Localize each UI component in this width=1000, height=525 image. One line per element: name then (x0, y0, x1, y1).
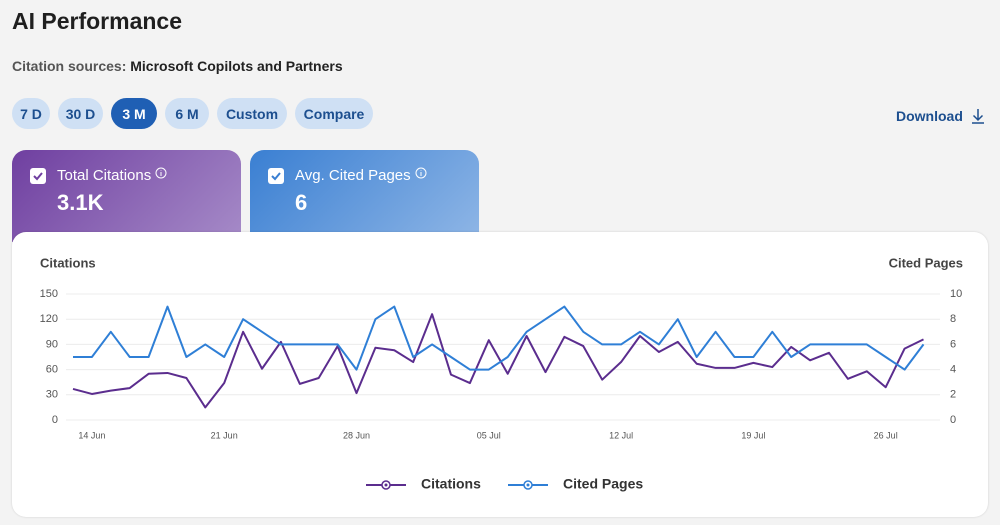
range-button[interactable]: 30 D (58, 98, 103, 129)
y2-axis-title: Cited Pages (889, 255, 963, 270)
y2-tick-label: 0 (950, 414, 956, 426)
series-line (72, 313, 924, 409)
y-tick-label: 120 (40, 313, 58, 325)
info-icon (415, 167, 427, 179)
citation-sources: Citation sources: Microsoft Copilots and… (12, 58, 343, 74)
download-label: Download (896, 108, 963, 124)
legend-marker-dot (526, 483, 530, 487)
x-tick-label: 26 Jul (874, 430, 898, 440)
checkbox[interactable] (30, 168, 46, 184)
card-label: Avg. Cited Pages (295, 167, 427, 184)
download-icon (971, 109, 984, 124)
y2-tick-label: 6 (950, 338, 956, 350)
y-tick-label: 60 (46, 364, 58, 376)
checkbox[interactable] (268, 168, 284, 184)
card-label: Total Citations (57, 167, 167, 184)
card-label-text: Avg. Cited Pages (295, 167, 411, 184)
citations-card[interactable]: Total Citations 3.1K (12, 150, 241, 242)
range-button[interactable]: Compare (295, 98, 373, 129)
legend-item[interactable]: Citations (366, 476, 481, 492)
y2-tick-label: 8 (950, 313, 956, 325)
x-tick-label: 19 Jul (741, 430, 765, 440)
y-tick-label: 30 (46, 389, 58, 401)
legend-item[interactable]: Cited Pages (508, 476, 643, 492)
x-tick-label: 12 Jul (609, 430, 633, 440)
y2-tick-label: 2 (950, 389, 956, 401)
legend-marker-dot (384, 483, 388, 487)
range-button[interactable]: 3 M (111, 98, 157, 129)
card-label-text: Total Citations (57, 167, 152, 184)
range-button[interactable]: 7 D (12, 98, 50, 129)
card-value: 6 (295, 190, 308, 215)
legend-label: Citations (421, 476, 481, 492)
range-button[interactable]: Custom (217, 98, 287, 129)
series-line (73, 305, 925, 371)
legend-label: Cited Pages (563, 476, 643, 492)
citation-label: Citation sources: (12, 58, 127, 74)
citation-value: Microsoft Copilots and Partners (130, 58, 343, 74)
x-tick-label: 21 Jun (211, 430, 238, 440)
info-icon (155, 167, 167, 179)
x-tick-label: 28 Jun (343, 430, 370, 440)
y-axis-title: Citations (40, 255, 96, 270)
card-value: 3.1K (57, 190, 104, 215)
y-tick-label: 90 (46, 338, 58, 350)
y2-tick-label: 4 (950, 364, 956, 376)
download-button[interactable]: Download (896, 108, 985, 124)
y-tick-label: 150 (40, 288, 58, 300)
y2-tick-label: 10 (950, 288, 962, 300)
page-title: AI Performance (12, 8, 183, 34)
cited-pages-card[interactable]: Avg. Cited Pages 6 (250, 150, 479, 242)
y-tick-label: 0 (52, 414, 58, 426)
range-button[interactable]: 6 M (165, 98, 209, 129)
x-tick-label: 14 Jun (78, 430, 105, 440)
x-tick-label: 05 Jul (477, 430, 501, 440)
